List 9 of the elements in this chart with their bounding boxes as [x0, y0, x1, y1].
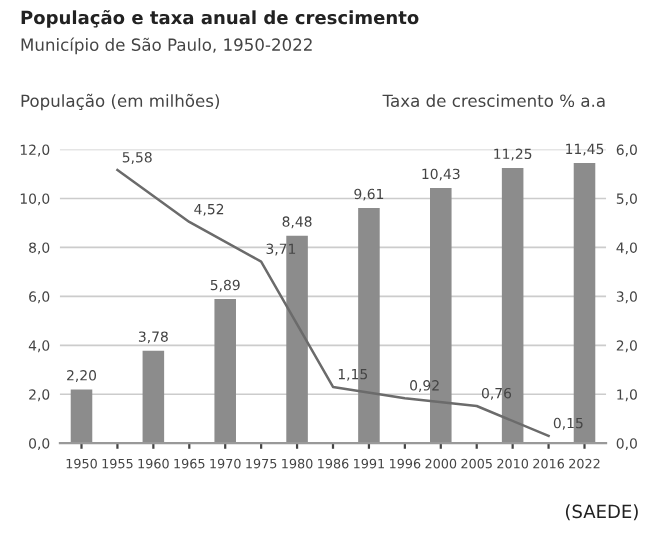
y2-axis-title: Taxa de crescimento % a.a [382, 94, 605, 108]
bar [70, 389, 93, 444]
bar [142, 350, 165, 444]
chart-title: População e taxa anual de crescimento [21, 9, 419, 28]
y-axis-title: População (em milhões) [21, 93, 220, 111]
text: (SAEDE) [565, 504, 638, 521]
line-series [116, 168, 550, 438]
bar [214, 299, 236, 444]
chart-subtitle: Município de São Paulo, 1950-2022 [21, 37, 312, 55]
